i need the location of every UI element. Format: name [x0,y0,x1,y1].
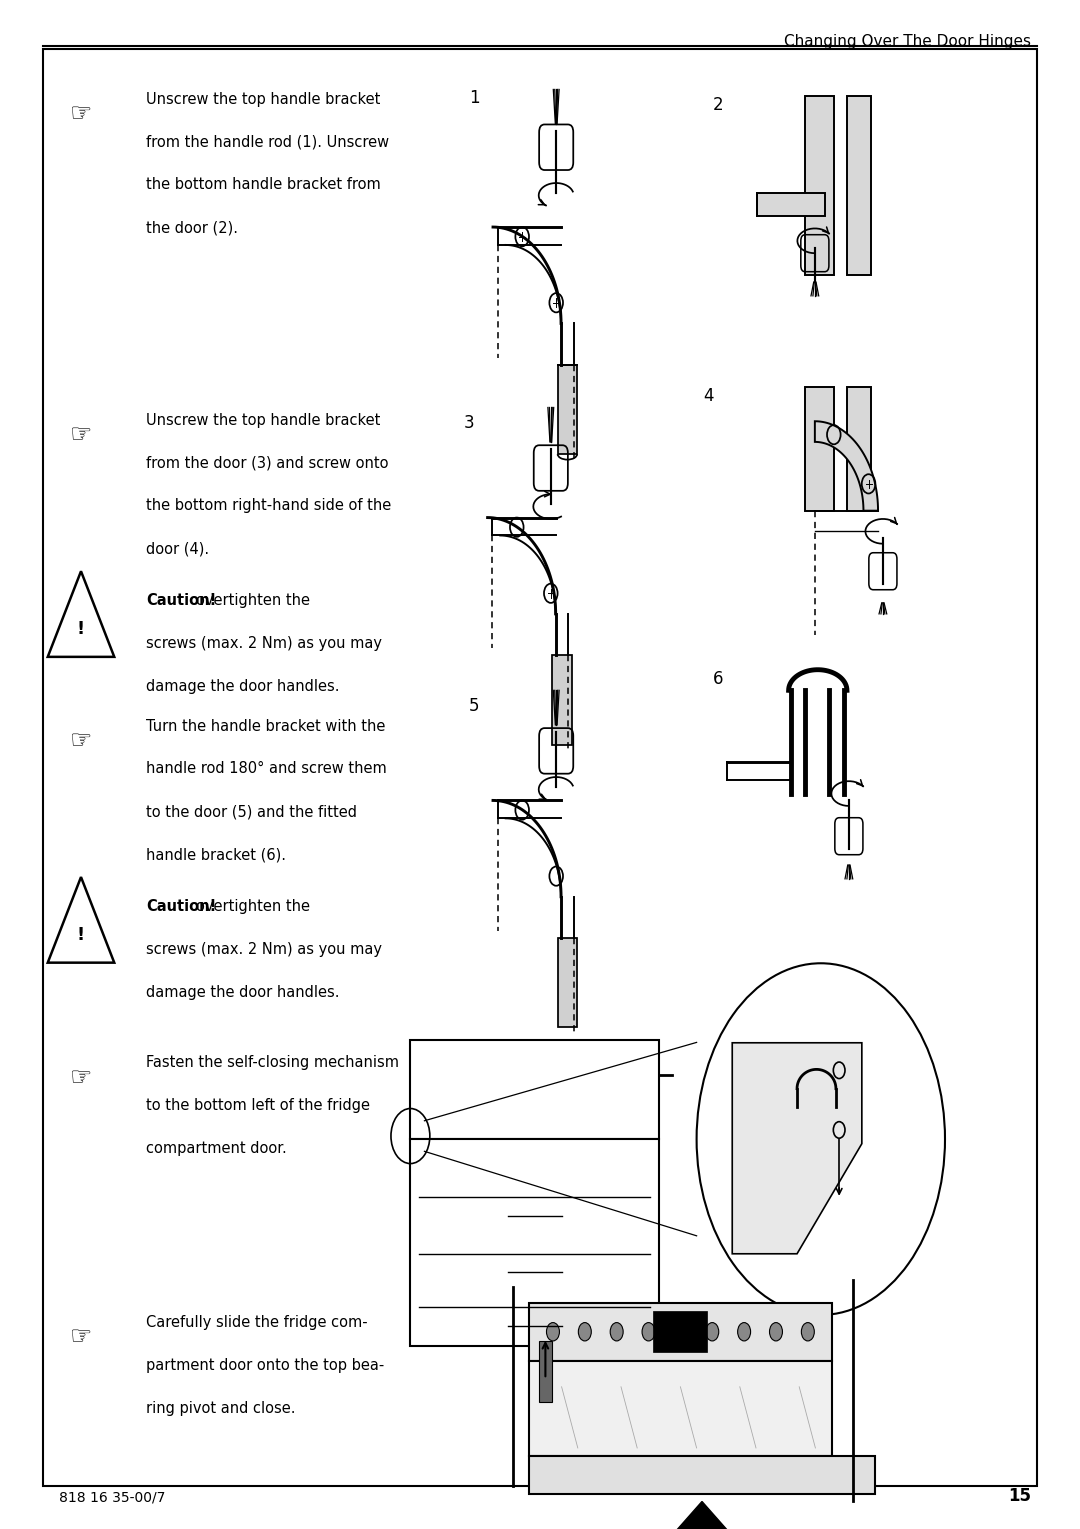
Text: 4: 4 [703,387,714,405]
Circle shape [706,1323,719,1341]
Bar [410,1040,659,1139]
Text: ☞: ☞ [70,102,92,127]
Bar [557,937,577,1027]
Bar [529,1456,875,1494]
Text: ring pivot and close.: ring pivot and close. [146,1401,295,1416]
Text: Turn the handle bracket with the: Turn the handle bracket with the [146,719,386,734]
Text: Changing Over The Door Hinges: Changing Over The Door Hinges [784,34,1031,49]
Text: to the bottom left of the fridge: to the bottom left of the fridge [146,1098,369,1113]
Bar [529,1361,832,1456]
Bar [847,96,872,275]
Circle shape [674,1323,687,1341]
Text: ☞: ☞ [70,1066,92,1090]
Bar [557,364,577,454]
Bar [539,1341,552,1402]
Text: 5: 5 [469,697,480,716]
Text: 6: 6 [713,670,724,688]
Text: screws (max. 2 Nm) as you may: screws (max. 2 Nm) as you may [146,636,382,651]
Text: partment door onto the top bea-: partment door onto the top bea- [146,1358,384,1373]
Circle shape [769,1323,782,1341]
Bar [806,96,835,275]
Bar [552,654,571,745]
Text: Caution!: Caution! [146,593,216,609]
Text: damage the door handles.: damage the door handles. [146,679,339,694]
Text: overtighten the: overtighten the [195,899,310,914]
Circle shape [801,1323,814,1341]
Polygon shape [815,420,878,511]
Text: Unscrew the top handle bracket: Unscrew the top handle bracket [146,92,380,107]
Text: 1: 1 [469,89,480,107]
FancyArrow shape [650,1501,754,1529]
Circle shape [546,1323,559,1341]
Polygon shape [732,1043,862,1254]
Bar [410,1139,659,1346]
Text: Unscrew the top handle bracket: Unscrew the top handle bracket [146,413,380,428]
Bar [529,1303,832,1361]
Circle shape [642,1323,656,1341]
Text: 3: 3 [463,414,474,433]
Text: to the door (5) and the fitted: to the door (5) and the fitted [146,804,356,820]
Text: Fasten the self-closing mechanism: Fasten the self-closing mechanism [146,1055,399,1070]
Text: from the handle rod (1). Unscrew: from the handle rod (1). Unscrew [146,135,389,150]
Text: from the door (3) and screw onto: from the door (3) and screw onto [146,456,389,471]
Text: the bottom handle bracket from: the bottom handle bracket from [146,177,380,193]
Bar [756,193,825,216]
Circle shape [610,1323,623,1341]
Text: 2: 2 [713,96,724,115]
Circle shape [579,1323,592,1341]
Text: ☞: ☞ [70,1326,92,1350]
Text: !: ! [77,621,85,638]
Bar [847,387,872,511]
Circle shape [738,1323,751,1341]
Text: screws (max. 2 Nm) as you may: screws (max. 2 Nm) as you may [146,942,382,957]
Text: the bottom right-hand side of the: the bottom right-hand side of the [146,498,391,514]
Circle shape [697,963,945,1315]
Bar [653,1312,707,1352]
Text: !: ! [77,927,85,943]
Text: ☞: ☞ [70,424,92,448]
Text: compartment door.: compartment door. [146,1141,286,1156]
Text: handle rod 180° and screw them: handle rod 180° and screw them [146,761,387,777]
Text: Caution!: Caution! [146,899,216,914]
Text: door (4).: door (4). [146,541,208,557]
Text: the door (2).: the door (2). [146,220,238,235]
Bar [806,387,835,511]
Text: Carefully slide the fridge com-: Carefully slide the fridge com- [146,1315,367,1330]
Text: ☞: ☞ [70,729,92,754]
Text: damage the door handles.: damage the door handles. [146,985,339,1000]
Text: 818 16 35-00/7: 818 16 35-00/7 [59,1491,165,1505]
Text: overtighten the: overtighten the [195,593,310,609]
Text: handle bracket (6).: handle bracket (6). [146,847,286,862]
Text: 15: 15 [1009,1486,1031,1505]
